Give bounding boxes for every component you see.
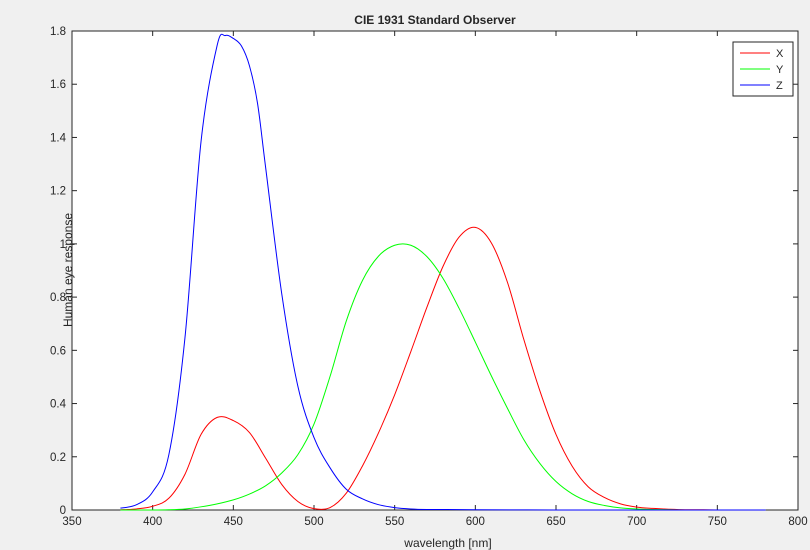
x-tick-label: 500: [304, 516, 323, 528]
y-tick-label: 0.2: [50, 452, 66, 464]
y-tick-label: 0.8: [50, 292, 66, 304]
x-tick-label: 450: [224, 516, 243, 528]
y-tick-label: 1.2: [50, 186, 66, 198]
legend: X Y Z: [732, 41, 794, 97]
chart-title: CIE 1931 Standard Observer: [354, 13, 516, 27]
x-tick-label: 800: [788, 516, 807, 528]
legend-label-z: Z: [776, 80, 783, 92]
series-z-line: [120, 33, 766, 511]
x-tick-label: 650: [546, 516, 565, 528]
y-tick-label: 1.4: [50, 132, 67, 144]
x-tick-label: 700: [627, 516, 646, 528]
x-tick-label: 550: [385, 516, 404, 528]
x-tick-label: 400: [143, 516, 162, 528]
legend-label-y: Y: [776, 64, 784, 76]
plot-area: [71, 30, 799, 511]
y-tick-label: 0.4: [50, 399, 67, 411]
legend-label-x: X: [776, 48, 784, 60]
y-axis-label: Human eye response: [61, 213, 75, 327]
y-tick-label: 0: [60, 505, 66, 517]
x-axis-label: wavelength [nm]: [403, 536, 491, 550]
x-tick-label: 600: [466, 516, 485, 528]
y-tick-label: 1.6: [50, 79, 66, 91]
y-tick-label: 1.8: [50, 26, 66, 38]
y-tick-label: 0.6: [50, 345, 66, 357]
x-tick-label: 350: [62, 516, 81, 528]
series-group: [120, 33, 766, 511]
series-x-line: [120, 226, 766, 511]
x-tick-label: 750: [708, 516, 727, 528]
y-tick-label: 1: [60, 239, 66, 251]
axis-ticks: 350 400 450 500 550 600 650 700 750 800 0 0.2 0.4 0.6…: [50, 26, 808, 528]
